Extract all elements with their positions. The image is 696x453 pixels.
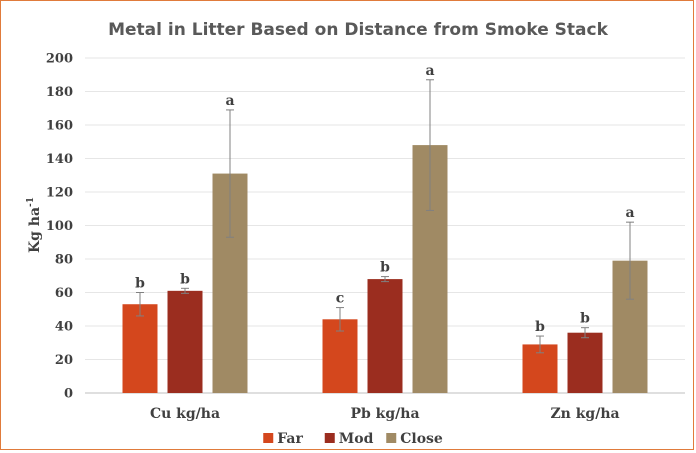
significance-label: a (425, 63, 434, 79)
significance-label: c (336, 291, 345, 307)
y-tick-label: 120 (46, 186, 73, 201)
category-label: Zn kg/ha (550, 406, 619, 422)
y-tick-label: 140 (46, 152, 73, 167)
y-tick-label: 180 (46, 85, 73, 100)
legend-swatch (324, 433, 335, 443)
significance-label: b (135, 276, 145, 292)
significance-label: b (580, 311, 590, 327)
bar (567, 332, 603, 393)
significance-label: b (380, 260, 390, 276)
legend-swatch (386, 433, 397, 443)
y-tick-label: 20 (55, 353, 73, 368)
y-tick-label: 40 (55, 320, 73, 335)
significance-label: a (625, 205, 634, 221)
y-tick-label: 0 (64, 387, 73, 402)
significance-label: b (180, 271, 190, 287)
y-axis-label-main: Kg ha (27, 207, 43, 253)
y-axis-label: Kg ha-1 (26, 197, 43, 253)
y-tick-label: 100 (46, 219, 73, 234)
chart-title: Metal in Litter Based on Distance from S… (108, 20, 608, 40)
y-tick-label: 160 (46, 119, 73, 134)
category-label: Cu kg/ha (150, 406, 220, 422)
y-axis-ticks: 0 20 40 60 80 100 120 140 160 180 200 (46, 52, 73, 402)
legend-label: Close (400, 431, 443, 447)
bar (122, 304, 158, 393)
significance-label: a (225, 93, 234, 109)
x-axis-categories: Cu kg/ha Pb kg/ha Zn kg/ha (150, 406, 620, 422)
legend-label: Far (277, 431, 303, 447)
significance-label: b (535, 319, 545, 335)
bars: b b a c b a b b a (122, 63, 648, 393)
bar (367, 279, 403, 393)
legend-swatch (263, 433, 274, 443)
category-label: Pb kg/ha (350, 406, 419, 422)
y-tick-label: 60 (55, 286, 73, 301)
bar (167, 290, 203, 393)
y-tick-label: 200 (46, 52, 73, 67)
legend: Far Mod Close (263, 431, 443, 447)
y-tick-label: 80 (55, 253, 73, 268)
y-axis-label-superscript: -1 (26, 197, 36, 207)
legend-label: Mod (339, 431, 374, 447)
bar (322, 319, 358, 393)
